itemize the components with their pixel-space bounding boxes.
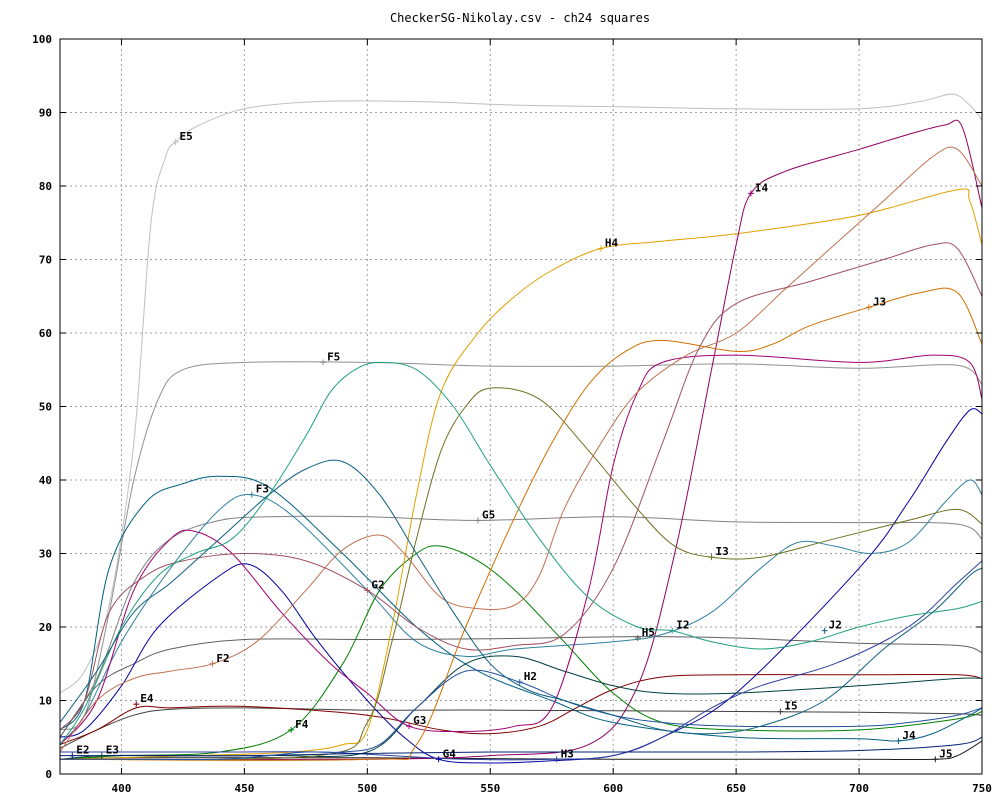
series-marker-e4: [133, 701, 140, 708]
series-marker-h5: [634, 635, 641, 642]
series-label-h5: H5: [642, 626, 655, 639]
series-markers: [69, 138, 939, 763]
series-label-i5: I5: [784, 700, 797, 713]
series-line-i4: [59, 119, 983, 761]
series-line-e3: [59, 655, 983, 760]
series-marker-e5: [172, 138, 179, 145]
series-line-g3: [59, 354, 983, 745]
series-marker-g2: [364, 587, 371, 594]
series-marker-h4: [597, 245, 604, 252]
x-tick-label: 700: [849, 782, 869, 795]
series-marker-f2: [209, 660, 216, 667]
series-line-e4: [59, 674, 983, 746]
series-marker-e3: [98, 752, 105, 759]
series-label-h4: H4: [605, 236, 619, 249]
series-line-f4: [59, 545, 983, 760]
series-line-h4: [59, 188, 983, 760]
y-tick-label: 70: [39, 254, 52, 267]
x-tick-label: 400: [112, 782, 132, 795]
y-tick-label: 30: [39, 548, 52, 561]
series-labels: E5 F5 G5 H5 I5 J5 E4 F4 G4 H4 I4 J4 E3 F3 G3 H3 I3 J3 E2 F2…: [76, 130, 952, 760]
series-label-f4: F4: [295, 718, 309, 731]
x-tick-label: 600: [603, 782, 623, 795]
series-label-i3: I3: [716, 545, 729, 558]
series-label-g4: G4: [443, 747, 457, 760]
series-marker-h2: [516, 679, 523, 686]
y-tick-label: 50: [39, 401, 52, 414]
series-label-f5: F5: [327, 350, 340, 363]
series-marker-g4: [435, 756, 442, 763]
x-tick-label: 500: [357, 782, 377, 795]
series-label-i4: I4: [755, 181, 769, 194]
y-tick-label: 90: [39, 107, 52, 120]
series-line-j4: [59, 475, 983, 742]
series-line-f2: [59, 146, 983, 753]
series-line-g2: [59, 242, 983, 731]
series-line-g4: [59, 408, 983, 764]
series-line-j2: [59, 459, 983, 735]
series-label-e4: E4: [140, 692, 154, 705]
series-line-i3: [59, 387, 983, 761]
series-marker-i2: [669, 627, 676, 634]
series-marker-i5: [777, 708, 784, 715]
series-lines: [59, 93, 983, 764]
x-tick-label: 550: [480, 782, 500, 795]
series-marker-g3: [406, 723, 413, 730]
series-marker-i4: [747, 190, 754, 197]
series-marker-i3: [708, 554, 715, 561]
series-line-e5: [59, 93, 983, 694]
y-tick-label: 60: [39, 327, 52, 340]
series-line-i5: [59, 707, 983, 749]
series-label-e3: E3: [106, 744, 119, 757]
series-line-h5: [59, 636, 983, 738]
series-marker-j3: [865, 304, 872, 311]
series-line-h2: [59, 669, 983, 761]
series-label-j5: J5: [939, 747, 952, 760]
series-line-i2: [59, 361, 983, 745]
y-tick-label: 40: [39, 474, 52, 487]
x-tick-label: 650: [726, 782, 746, 795]
series-marker-e2: [69, 752, 76, 759]
series-line-f3: [59, 479, 983, 745]
axis-ticks: 0 10 20 30 40 50 60 70 80 90 100 400 450 500 550 600 650…: [32, 33, 992, 795]
series-label-f3: F3: [256, 483, 269, 496]
series-marker-f4: [288, 726, 295, 733]
series-label-i2: I2: [676, 619, 689, 632]
series-marker-j4: [895, 737, 902, 744]
series-line-g5: [59, 515, 983, 738]
series-line-e2: [60, 736, 983, 757]
series-label-j3: J3: [873, 295, 886, 308]
series-line-f5: [59, 361, 983, 731]
x-tick-label: 750: [972, 782, 992, 795]
y-tick-label: 0: [45, 768, 52, 781]
series-label-g2: G2: [371, 578, 384, 591]
series-line-h3: [60, 560, 983, 761]
y-tick-label: 80: [39, 180, 52, 193]
series-marker-f5: [320, 359, 327, 366]
series-marker-j2: [821, 627, 828, 634]
series-line-j5: [59, 740, 983, 761]
series-label-g5: G5: [482, 508, 495, 521]
chart-title: CheckerSG-Nikolay.csv - ch24 squares: [390, 11, 650, 25]
series-label-e5: E5: [180, 130, 193, 143]
series-marker-g5: [474, 517, 481, 524]
series-label-e2: E2: [76, 744, 89, 757]
y-tick-label: 20: [39, 621, 52, 634]
series-marker-j5: [932, 756, 939, 763]
series-label-h2: H2: [524, 670, 537, 683]
y-tick-label: 100: [32, 33, 52, 46]
grid-lines: [60, 39, 982, 774]
series-label-j4: J4: [902, 729, 916, 742]
series-label-j2: J2: [829, 619, 842, 632]
x-tick-label: 450: [234, 782, 254, 795]
series-marker-f3: [248, 491, 255, 498]
y-tick-label: 10: [39, 695, 52, 708]
series-label-h3: H3: [561, 747, 574, 760]
series-marker-h3: [553, 756, 560, 763]
series-label-f2: F2: [216, 652, 229, 665]
series-label-g3: G3: [413, 714, 426, 727]
